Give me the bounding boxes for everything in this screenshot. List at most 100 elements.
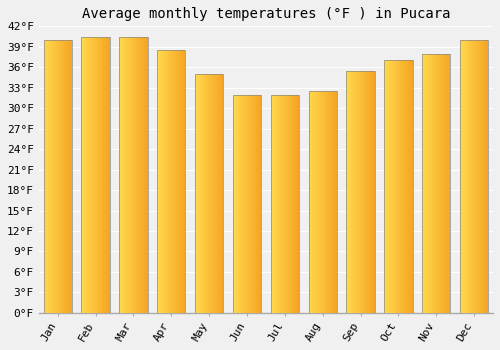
Bar xyxy=(140,36,141,313)
Bar xyxy=(130,36,132,313)
Bar xyxy=(51,40,52,313)
Bar xyxy=(392,61,394,313)
Bar xyxy=(320,91,321,313)
Bar xyxy=(288,94,290,313)
Bar xyxy=(484,40,486,313)
Bar xyxy=(287,94,288,313)
Bar xyxy=(367,71,368,313)
Bar xyxy=(161,50,162,313)
Bar xyxy=(218,74,220,313)
Bar xyxy=(350,71,351,313)
Bar xyxy=(82,36,110,313)
Bar xyxy=(432,54,434,313)
Bar xyxy=(164,50,166,313)
Bar xyxy=(94,36,96,313)
Bar xyxy=(319,91,320,313)
Bar xyxy=(314,91,315,313)
Bar xyxy=(209,74,210,313)
Bar xyxy=(279,94,280,313)
Bar xyxy=(274,94,276,313)
Bar xyxy=(358,71,360,313)
Bar xyxy=(145,36,146,313)
Bar xyxy=(470,40,472,313)
Bar xyxy=(88,36,89,313)
Bar xyxy=(144,36,145,313)
Bar xyxy=(54,40,55,313)
Bar xyxy=(322,91,324,313)
Bar xyxy=(57,40,58,313)
Bar xyxy=(249,94,250,313)
Bar xyxy=(362,71,364,313)
Bar xyxy=(460,40,461,313)
Bar xyxy=(180,50,181,313)
Bar xyxy=(482,40,484,313)
Bar xyxy=(330,91,331,313)
Bar xyxy=(316,91,317,313)
Bar xyxy=(256,94,258,313)
Bar xyxy=(251,94,252,313)
Bar xyxy=(472,40,473,313)
Bar xyxy=(136,36,137,313)
Bar xyxy=(283,94,284,313)
Bar xyxy=(106,36,107,313)
Bar xyxy=(216,74,218,313)
Bar xyxy=(166,50,168,313)
Bar xyxy=(286,94,287,313)
Bar xyxy=(242,94,243,313)
Bar xyxy=(390,61,391,313)
Bar xyxy=(71,40,72,313)
Bar xyxy=(473,40,474,313)
Bar xyxy=(178,50,179,313)
Title: Average monthly temperatures (°F ) in Pucara: Average monthly temperatures (°F ) in Pu… xyxy=(82,7,450,21)
Bar xyxy=(354,71,355,313)
Bar xyxy=(402,61,403,313)
Bar xyxy=(157,50,186,313)
Bar xyxy=(195,74,224,313)
Bar xyxy=(422,54,450,313)
Bar xyxy=(407,61,408,313)
Bar xyxy=(331,91,332,313)
Bar xyxy=(107,36,108,313)
Bar xyxy=(176,50,177,313)
Bar xyxy=(318,91,319,313)
Bar xyxy=(137,36,138,313)
Bar xyxy=(366,71,367,313)
Bar xyxy=(324,91,326,313)
Bar xyxy=(290,94,292,313)
Bar xyxy=(389,61,390,313)
Bar xyxy=(64,40,66,313)
Bar xyxy=(100,36,102,313)
Bar xyxy=(200,74,202,313)
Bar xyxy=(440,54,441,313)
Bar xyxy=(423,54,424,313)
Bar xyxy=(196,74,197,313)
Bar xyxy=(248,94,249,313)
Bar xyxy=(285,94,286,313)
Bar xyxy=(143,36,144,313)
Bar xyxy=(460,40,488,313)
Bar xyxy=(90,36,91,313)
Bar xyxy=(202,74,203,313)
Bar xyxy=(212,74,213,313)
Bar xyxy=(308,91,310,313)
Bar xyxy=(215,74,216,313)
Bar xyxy=(409,61,410,313)
Bar xyxy=(48,40,49,313)
Bar xyxy=(348,71,349,313)
Bar xyxy=(443,54,444,313)
Bar xyxy=(368,71,369,313)
Bar xyxy=(356,71,357,313)
Bar xyxy=(425,54,426,313)
Bar xyxy=(424,54,425,313)
Bar xyxy=(222,74,224,313)
Bar xyxy=(89,36,90,313)
Bar xyxy=(108,36,109,313)
Bar xyxy=(126,36,127,313)
Bar xyxy=(479,40,480,313)
Bar xyxy=(373,71,374,313)
Bar xyxy=(44,40,46,313)
Bar xyxy=(370,71,371,313)
Bar xyxy=(173,50,174,313)
Bar xyxy=(369,71,370,313)
Bar xyxy=(292,94,294,313)
